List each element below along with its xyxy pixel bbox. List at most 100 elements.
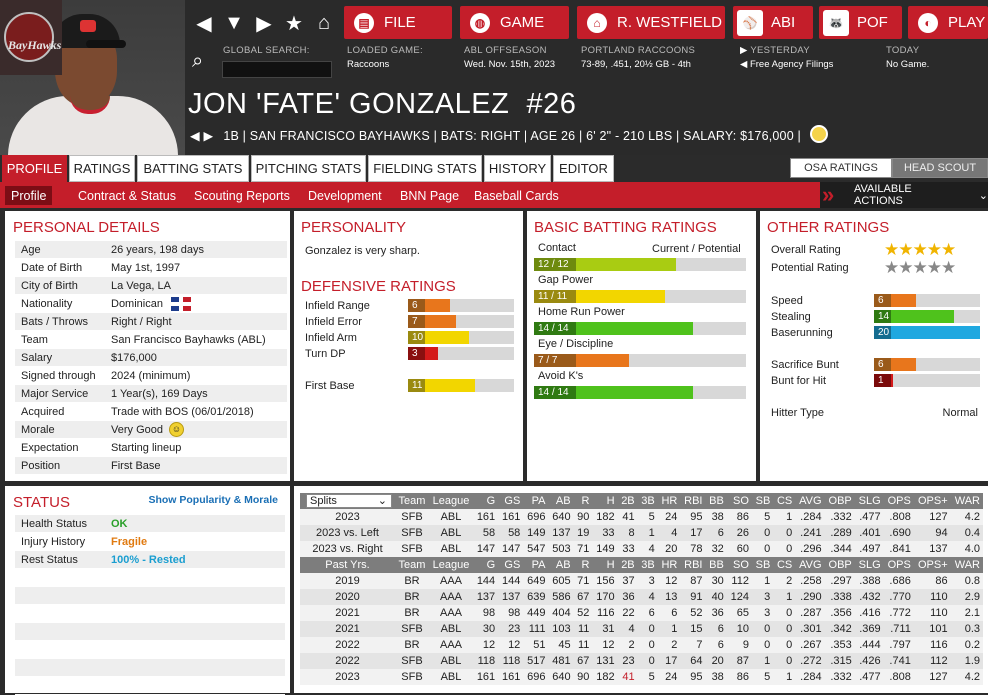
stat-cell: SFB — [395, 541, 429, 557]
acquired-link[interactable]: Trade with BOS (06/01/2018) — [111, 405, 254, 418]
prev-day-arrow-icon[interactable]: ◀ — [740, 59, 748, 70]
column-header[interactable]: Team — [395, 557, 429, 573]
stat-cell: 5 — [637, 509, 658, 525]
subtab-baseball-cards[interactable]: Baseball Cards — [474, 188, 559, 203]
nationality-link[interactable]: Dominican — [111, 297, 163, 310]
favorite-star-icon[interactable]: ★ — [285, 12, 303, 35]
team-button[interactable]: 🦝 POF — [819, 6, 902, 39]
rating-label: Avoid K's — [538, 370, 584, 382]
tab-ratings[interactable]: RATINGS — [69, 155, 135, 182]
column-header[interactable]: OPS — [883, 493, 914, 509]
column-header[interactable]: HR — [657, 557, 681, 573]
table-row[interactable]: 2023 vs. Left SFB ABL 58 58 149 137 19 33 8 1 4 17 6 2… — [300, 525, 983, 541]
column-header[interactable]: 3B — [637, 557, 658, 573]
team-link[interactable]: San Francisco Bayhawks (ABL) — [111, 333, 266, 346]
column-header[interactable]: PA — [523, 493, 549, 509]
league-button[interactable]: ⚾ ABI — [733, 6, 813, 39]
column-header[interactable]: 2B — [617, 493, 638, 509]
column-header[interactable]: SB — [751, 493, 774, 509]
column-header[interactable]: 2B — [617, 557, 638, 573]
tab-fielding-stats[interactable]: FIELDING STATS — [368, 155, 482, 182]
table-row[interactable]: 2023 vs. Right SFB ABL 147 147 547 503 71 149 33 4… — [300, 541, 983, 557]
table-row[interactable]: 2022 SFB ABL 118 118 517 481 67 131 23 0 17 64 20 87 1 0… — [300, 653, 983, 669]
osa-ratings-toggle[interactable]: OSA RATINGS — [790, 158, 892, 178]
column-header[interactable]: GS — [498, 557, 524, 573]
rating-label: Baserunning — [771, 327, 833, 339]
column-header[interactable]: HR — [657, 493, 681, 509]
tab-history[interactable]: HISTORY — [484, 155, 551, 182]
subtab-scouting-reports[interactable]: Scouting Reports — [194, 188, 290, 203]
column-header[interactable]: SLG — [854, 557, 884, 573]
head-scout-toggle[interactable]: HEAD SCOUT — [892, 158, 988, 178]
show-popularity-morale-link[interactable]: Show Popularity & Morale — [148, 494, 278, 506]
column-header[interactable]: AVG — [795, 557, 825, 573]
back-arrow-icon[interactable]: ◀ — [196, 12, 212, 35]
column-header[interactable]: WAR — [950, 557, 983, 573]
yesterday-value[interactable]: Free Agency Filings — [749, 59, 834, 70]
subtab-bnn-page[interactable]: BNN Page — [400, 188, 460, 203]
table-row[interactable]: 2023 SFB ABL 161 161 696 640 90 182 41 5 24 95 38 86 5 1… — [300, 509, 983, 525]
column-header[interactable]: OPS — [883, 557, 914, 573]
stat-cell: 51 — [523, 637, 549, 653]
table-row[interactable]: 2022 BR AAA 12 12 51 45 11 12 2 0 2 7 6 9 0 0.267.353.44… — [300, 637, 983, 653]
tab-pitching-stats[interactable]: PITCHING STATS — [251, 155, 366, 182]
game-button[interactable]: ◍ GAME — [460, 6, 569, 39]
column-header[interactable]: OPS+ — [913, 493, 951, 509]
column-header[interactable]: Team — [395, 493, 429, 509]
column-header[interactable]: H — [592, 493, 618, 509]
column-header[interactable]: OBP — [824, 557, 855, 573]
column-header[interactable]: RBI — [680, 493, 706, 509]
column-header[interactable]: SB — [751, 557, 774, 573]
column-header[interactable]: AB — [548, 493, 574, 509]
global-search-input[interactable] — [222, 61, 332, 78]
column-header[interactable]: 3B — [637, 493, 658, 509]
table-row[interactable]: 2019 BR AAA 144 144 649 605 71 156 37 3 12 87 30 112 1 2… — [300, 573, 983, 589]
prev-next-player-icon[interactable]: ◀ ▶ — [190, 129, 214, 143]
dropdown-arrow-icon[interactable]: ▼ — [224, 11, 244, 34]
column-header[interactable]: CS — [773, 557, 796, 573]
table-row[interactable]: 2021 BR AAA 98 98 449 404 52 116 22 6 6 52 36 65 3 0.287… — [300, 605, 983, 621]
column-header[interactable]: WAR — [950, 493, 983, 509]
column-header[interactable]: BB — [705, 557, 727, 573]
column-header[interactable]: SLG — [854, 493, 884, 509]
available-actions-button[interactable]: AVAILABLE ACTIONS ⌄ — [820, 182, 988, 208]
team-info: PORTLAND RACCOONS 73-89, .451, 20½ GB - … — [581, 45, 695, 70]
splits-select[interactable]: Splits ⌄ — [306, 494, 392, 508]
next-day-arrow-icon[interactable]: ▶ — [740, 45, 748, 56]
column-header[interactable]: G — [473, 493, 499, 509]
column-header[interactable]: SO — [726, 557, 752, 573]
column-header[interactable]: CS — [773, 493, 796, 509]
column-header[interactable]: R — [573, 557, 593, 573]
column-header[interactable]: RBI — [680, 557, 706, 573]
play-button[interactable]: ◐ PLAY — [908, 6, 988, 39]
column-header[interactable]: H — [592, 557, 618, 573]
column-header[interactable]: BB — [705, 493, 727, 509]
column-header[interactable]: AVG — [795, 493, 825, 509]
tab-profile[interactable]: PROFILE — [2, 155, 67, 182]
column-header[interactable]: SO — [726, 493, 752, 509]
birthday-icon[interactable] — [810, 125, 828, 143]
column-header[interactable]: AB — [548, 557, 574, 573]
column-header[interactable]: OPS+ — [913, 557, 951, 573]
column-header[interactable]: PA — [523, 557, 549, 573]
table-row[interactable]: 2020 BR AAA 137 137 639 586 67 170 36 4 13 91 40 124 3 1… — [300, 589, 983, 605]
column-header[interactable]: League — [428, 493, 474, 509]
file-button[interactable]: ▤ FILE — [344, 6, 452, 39]
detail-row: Acquired Trade with BOS (06/01/2018) — [15, 403, 287, 421]
subtab-contract-status[interactable]: Contract & Status — [78, 188, 176, 203]
tab-editor[interactable]: EDITOR — [553, 155, 614, 182]
search-icon[interactable]: ⌕ — [192, 50, 204, 72]
tab-batting-stats[interactable]: BATTING STATS — [137, 155, 249, 182]
forward-arrow-icon[interactable]: ▶ — [256, 12, 272, 35]
home-icon[interactable]: ⌂ — [317, 11, 331, 34]
subtab-profile[interactable]: Profile — [5, 186, 53, 205]
subtab-development[interactable]: Development — [308, 188, 382, 203]
column-header[interactable]: OBP — [824, 493, 855, 509]
table-row[interactable]: 2021 SFB ABL 30 23 111 103 11 31 4 0 1 15 6 10 0 0.301.3… — [300, 621, 983, 637]
column-header[interactable]: G — [473, 557, 499, 573]
column-header[interactable]: GS — [498, 493, 524, 509]
column-header[interactable]: R — [573, 493, 593, 509]
table-row[interactable]: 2023 SFB ABL 161 161 696 640 90 182 41 5 24 95 38 86 5 1… — [300, 669, 983, 685]
column-header[interactable]: League — [428, 557, 474, 573]
manager-button[interactable]: ⌂ R. WESTFIELD — [577, 6, 725, 39]
